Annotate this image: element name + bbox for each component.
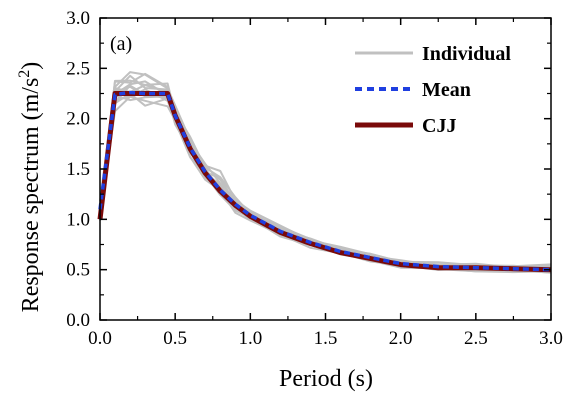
y-tick-label: 3.0 xyxy=(66,8,90,29)
x-tick-label: 3.0 xyxy=(539,328,563,349)
individual-curve xyxy=(99,80,552,270)
x-tick-label: 0.0 xyxy=(88,328,112,349)
y-tick-label: 2.0 xyxy=(66,109,90,130)
legend: Individual Mean CJJ xyxy=(355,43,511,137)
y-tick-label: 0.0 xyxy=(66,310,90,331)
x-tick-label: 1.0 xyxy=(238,328,262,349)
y-axis-title: Response spectrum (m/s2) xyxy=(16,62,44,313)
individual-curve xyxy=(99,84,551,271)
x-tick-label: 1.5 xyxy=(314,328,338,349)
y-tick-label: 1.5 xyxy=(66,159,90,180)
legend-label-individual: Individual xyxy=(422,43,511,65)
y-tick-label: 2.5 xyxy=(66,58,90,79)
x-axis-title: Period (s) xyxy=(279,366,373,392)
individual-curve xyxy=(99,74,552,269)
x-tick-label: 0.5 xyxy=(163,328,187,349)
y-axis-title-sup: 2 xyxy=(16,70,33,78)
axis-ticks: 0.0 0.5 1.0 1.5 2.0 2.5 3.0 0.0 0.5 1.0 1.5 2.0 2.5 3… xyxy=(66,8,563,349)
panel-label: (a) xyxy=(110,33,132,55)
individual-curve xyxy=(99,84,552,271)
legend-label-cjj: CJJ xyxy=(422,115,456,137)
series-lines xyxy=(97,90,552,273)
x-tick-label: 2.5 xyxy=(464,328,488,349)
y-axis-title-close: ) xyxy=(18,62,44,70)
y-tick-label: 1.0 xyxy=(66,209,90,230)
x-tick-label: 2.0 xyxy=(389,328,413,349)
individual-curve xyxy=(99,79,552,270)
individual-curves xyxy=(99,71,552,274)
y-axis-title-main: Response spectrum (m/s xyxy=(18,78,44,313)
individual-curve xyxy=(99,71,552,268)
legend-label-mean: Mean xyxy=(422,79,471,101)
y-tick-label: 0.5 xyxy=(66,260,90,281)
